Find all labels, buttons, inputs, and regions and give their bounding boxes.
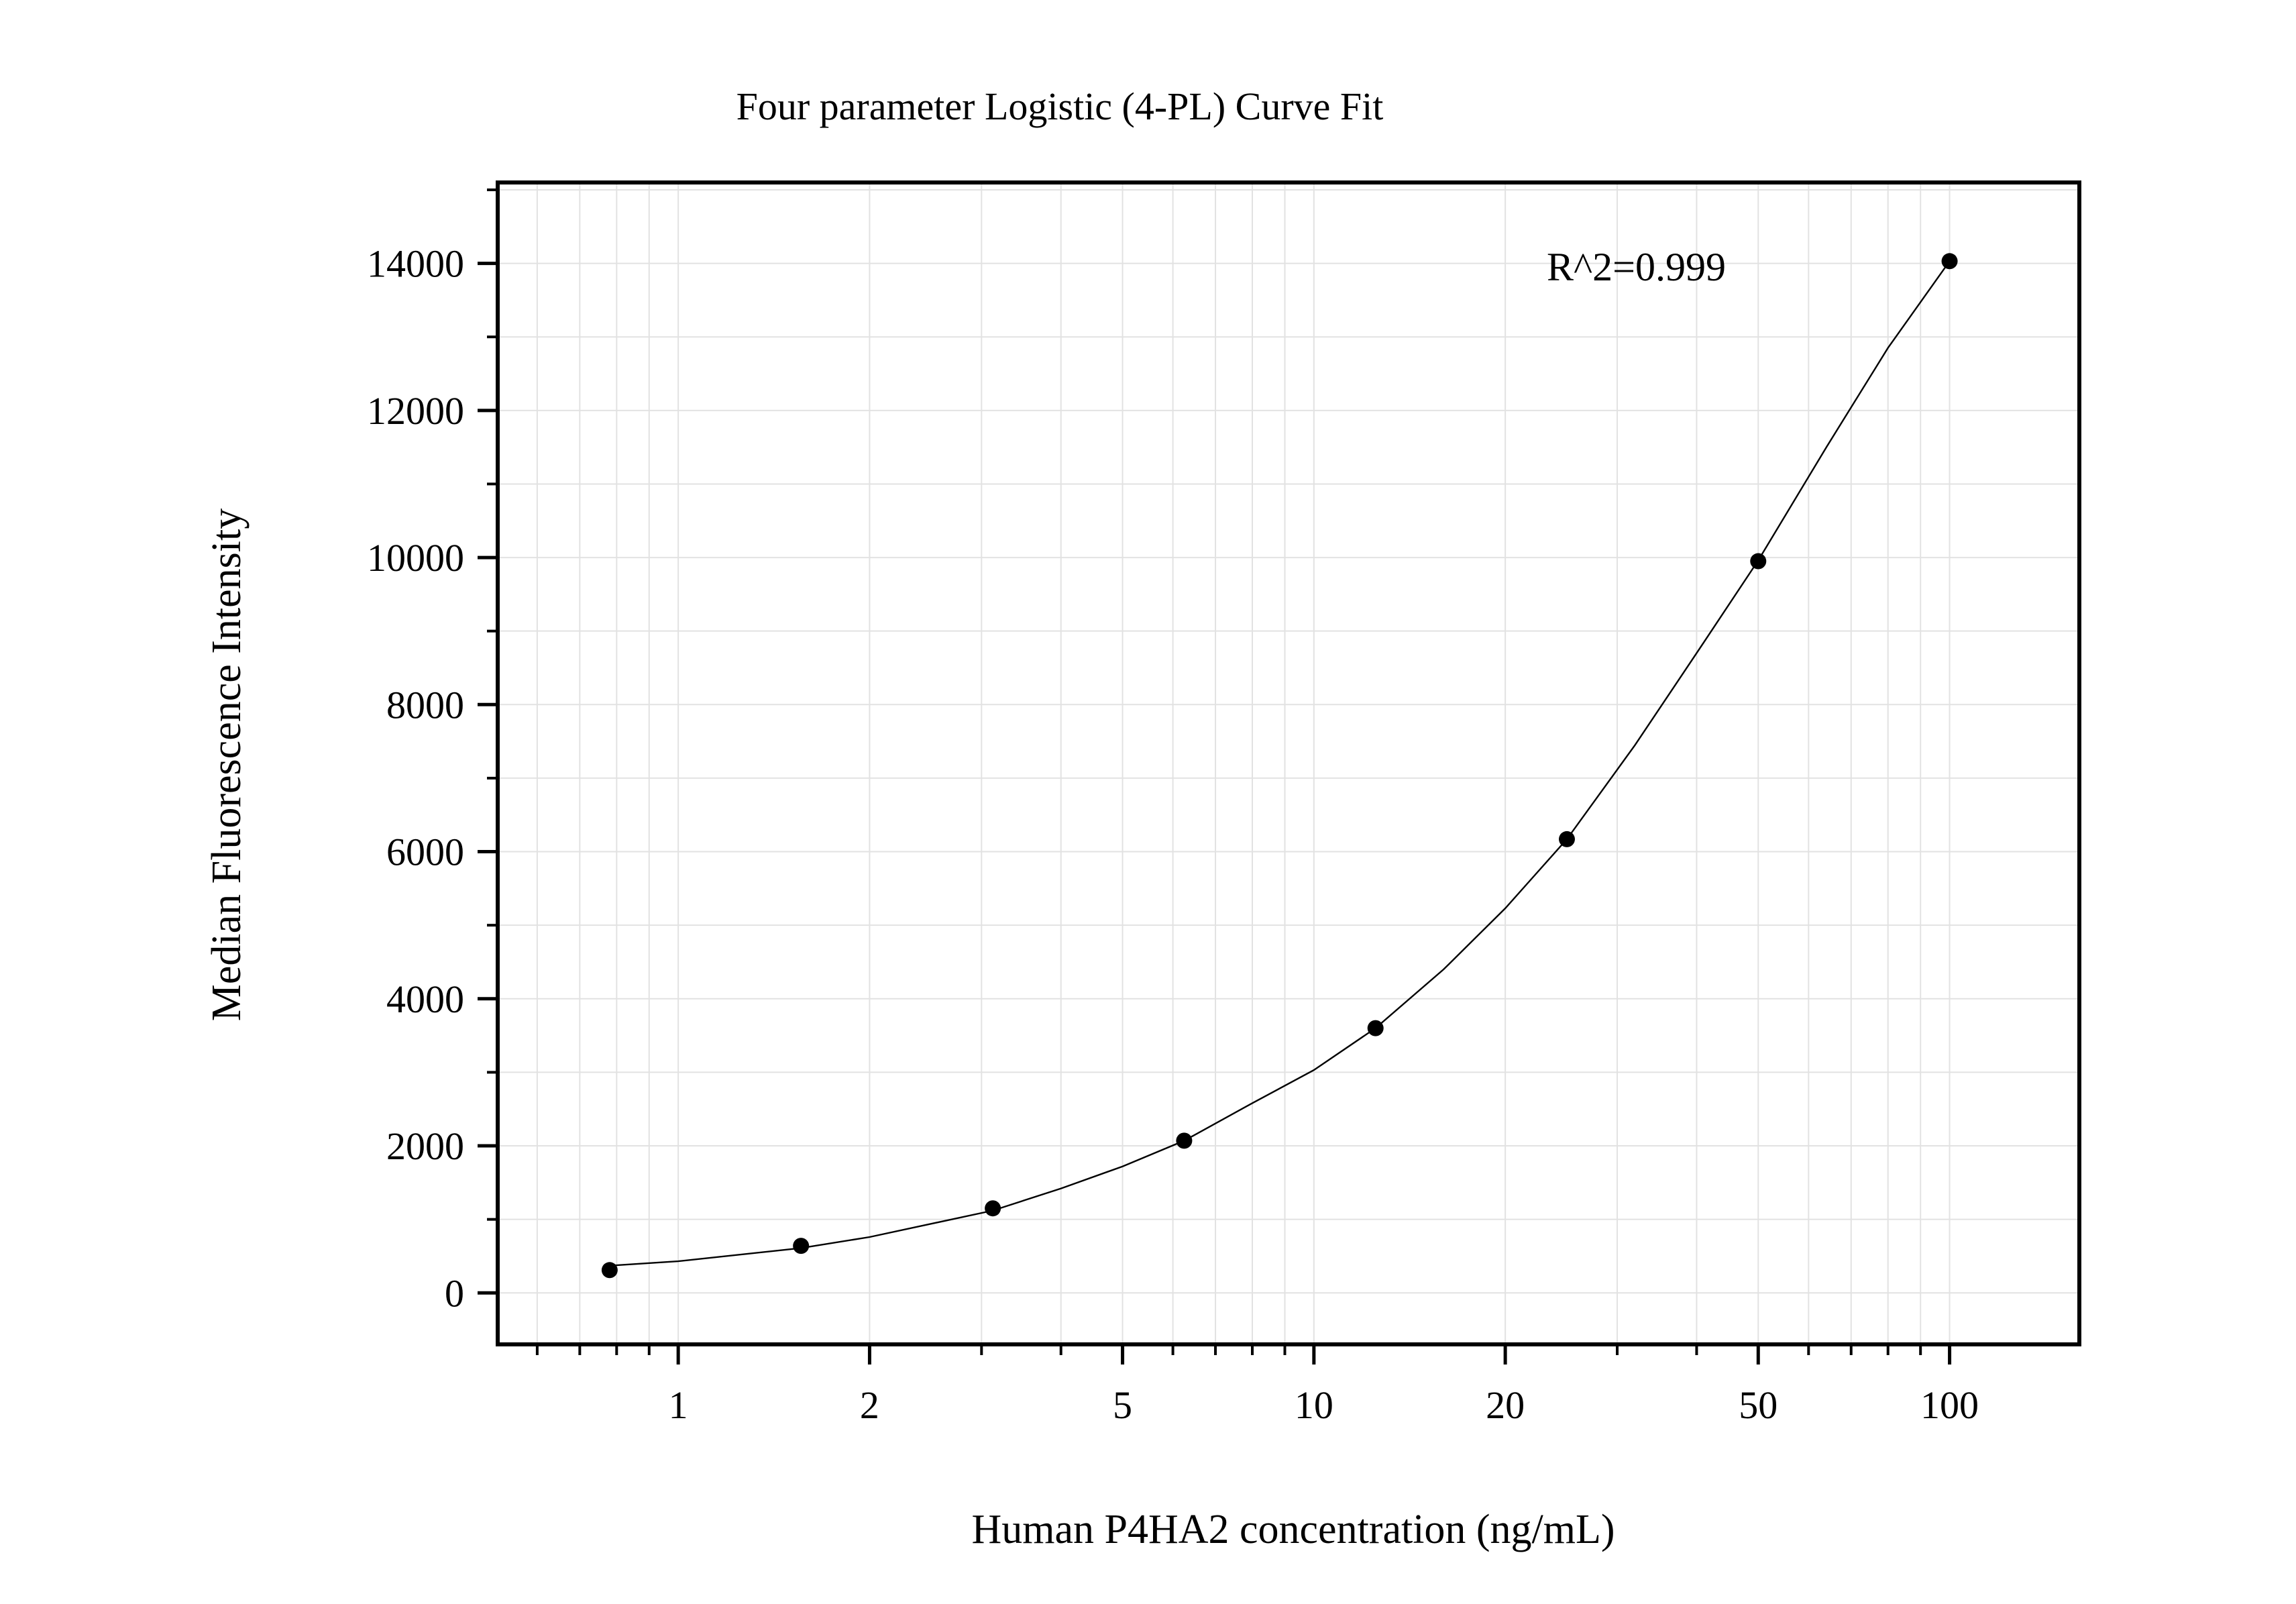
y-tick-label: 6000 — [386, 831, 464, 874]
grid — [498, 182, 2079, 1344]
data-point — [601, 1262, 618, 1279]
data-point — [1367, 1020, 1384, 1036]
data-point — [1941, 253, 1958, 270]
x-tick-label: 2 — [860, 1383, 879, 1427]
x-tick-label: 1 — [669, 1383, 688, 1427]
plot-frame — [496, 180, 2081, 1346]
y-tick-label: 14000 — [367, 242, 464, 286]
fit-curve — [609, 260, 1951, 1267]
y-tick-label: 0 — [445, 1271, 464, 1315]
r-squared-annotation: R^2=0.999 — [1547, 245, 1726, 289]
x-tick-label: 5 — [1113, 1383, 1132, 1427]
y-tick-labels: 0 2000 4000 6000 8000 10000 12000 14000 — [367, 242, 464, 1316]
x-tick-label: 10 — [1295, 1383, 1333, 1427]
x-tick-label: 50 — [1739, 1383, 1778, 1427]
x-tick-label: 20 — [1486, 1383, 1525, 1427]
y-tick-label: 2000 — [386, 1124, 464, 1168]
data-point — [793, 1238, 810, 1254]
data-points — [601, 253, 1958, 1279]
major-ticks — [478, 262, 1952, 1365]
data-point — [1750, 553, 1767, 570]
x-tick-labels: 1 2 5 10 20 50 100 — [669, 1383, 1979, 1427]
chart-title: Four parameter Logistic (4-PL) Curve Fit — [736, 85, 1384, 128]
x-axis-label: Human P4HA2 concentration (ng/mL) — [971, 1507, 1615, 1552]
y-tick-label: 10000 — [367, 536, 464, 580]
data-point — [1558, 831, 1575, 847]
data-point — [985, 1200, 1001, 1217]
x-tick-label: 100 — [1920, 1383, 1979, 1427]
y-axis-label: Median Fluorescence Intensity — [204, 509, 250, 1021]
y-tick-label: 8000 — [386, 683, 464, 727]
y-tick-label: 4000 — [386, 977, 464, 1021]
data-point — [1176, 1132, 1193, 1149]
y-tick-label: 12000 — [367, 389, 464, 433]
